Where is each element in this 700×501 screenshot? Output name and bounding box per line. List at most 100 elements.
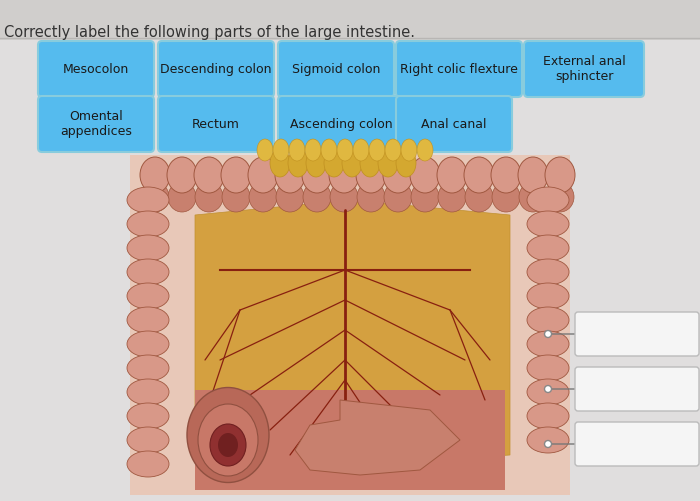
FancyBboxPatch shape — [278, 96, 404, 152]
Ellipse shape — [127, 451, 169, 477]
Ellipse shape — [127, 355, 169, 381]
Ellipse shape — [527, 283, 569, 309]
Ellipse shape — [360, 149, 380, 177]
Ellipse shape — [306, 149, 326, 177]
Text: Correctly label the following parts of the large intestine.: Correctly label the following parts of t… — [4, 25, 415, 40]
Ellipse shape — [329, 157, 359, 193]
Ellipse shape — [385, 139, 401, 161]
Ellipse shape — [465, 182, 493, 212]
Ellipse shape — [378, 149, 398, 177]
Ellipse shape — [411, 182, 439, 212]
Ellipse shape — [337, 139, 353, 161]
FancyBboxPatch shape — [396, 41, 522, 97]
Ellipse shape — [127, 427, 169, 453]
Polygon shape — [195, 200, 510, 465]
Ellipse shape — [303, 182, 331, 212]
FancyBboxPatch shape — [158, 96, 274, 152]
Ellipse shape — [289, 139, 305, 161]
Text: Right colic flexture: Right colic flexture — [400, 63, 518, 76]
Ellipse shape — [527, 187, 569, 213]
Ellipse shape — [437, 157, 467, 193]
Text: Omental
appendices: Omental appendices — [60, 110, 132, 138]
Ellipse shape — [127, 331, 169, 357]
Ellipse shape — [546, 182, 574, 212]
Ellipse shape — [167, 157, 197, 193]
Ellipse shape — [527, 211, 569, 237]
Bar — [130, 155, 570, 495]
Ellipse shape — [194, 157, 224, 193]
Polygon shape — [295, 400, 460, 475]
Ellipse shape — [396, 149, 416, 177]
FancyBboxPatch shape — [278, 41, 394, 97]
Ellipse shape — [221, 157, 251, 193]
Ellipse shape — [127, 235, 169, 261]
Ellipse shape — [527, 427, 569, 453]
FancyBboxPatch shape — [575, 312, 699, 356]
Ellipse shape — [127, 307, 169, 333]
Ellipse shape — [187, 387, 269, 482]
Text: Mesocolon: Mesocolon — [63, 63, 129, 76]
Ellipse shape — [369, 139, 385, 161]
Text: External anal
sphincter: External anal sphincter — [542, 55, 625, 83]
Ellipse shape — [127, 259, 169, 285]
Text: Rectum: Rectum — [192, 118, 240, 130]
Ellipse shape — [438, 182, 466, 212]
FancyBboxPatch shape — [38, 96, 154, 152]
Ellipse shape — [127, 187, 169, 213]
Ellipse shape — [324, 149, 344, 177]
Circle shape — [545, 385, 552, 392]
Ellipse shape — [168, 182, 196, 212]
Ellipse shape — [527, 259, 569, 285]
FancyBboxPatch shape — [575, 422, 699, 466]
Ellipse shape — [527, 331, 569, 357]
Ellipse shape — [527, 307, 569, 333]
Circle shape — [545, 331, 552, 338]
FancyBboxPatch shape — [396, 96, 512, 152]
Ellipse shape — [127, 283, 169, 309]
Ellipse shape — [248, 157, 278, 193]
Ellipse shape — [257, 139, 273, 161]
Ellipse shape — [356, 157, 386, 193]
Text: Anal canal: Anal canal — [421, 118, 486, 130]
Ellipse shape — [127, 211, 169, 237]
Ellipse shape — [127, 379, 169, 405]
Text: Descending colon: Descending colon — [160, 63, 272, 76]
Ellipse shape — [518, 157, 548, 193]
Text: Ascending colon: Ascending colon — [290, 118, 392, 130]
FancyBboxPatch shape — [524, 41, 644, 97]
Ellipse shape — [491, 157, 521, 193]
Ellipse shape — [273, 139, 289, 161]
Ellipse shape — [195, 182, 223, 212]
FancyBboxPatch shape — [38, 41, 154, 97]
Ellipse shape — [276, 182, 304, 212]
FancyBboxPatch shape — [158, 41, 274, 97]
Ellipse shape — [519, 182, 547, 212]
Ellipse shape — [410, 157, 440, 193]
Bar — [0, 0, 700, 40]
Text: Sigmoid colon: Sigmoid colon — [292, 63, 380, 76]
Ellipse shape — [141, 182, 169, 212]
Ellipse shape — [198, 404, 258, 476]
Ellipse shape — [275, 157, 305, 193]
Ellipse shape — [527, 379, 569, 405]
Ellipse shape — [249, 182, 277, 212]
Bar — [195, 390, 505, 490]
Ellipse shape — [401, 139, 417, 161]
FancyBboxPatch shape — [575, 367, 699, 411]
Ellipse shape — [127, 403, 169, 429]
Ellipse shape — [330, 182, 358, 212]
Ellipse shape — [210, 424, 246, 466]
Ellipse shape — [527, 355, 569, 381]
Ellipse shape — [527, 235, 569, 261]
Ellipse shape — [492, 182, 520, 212]
Circle shape — [545, 440, 552, 447]
Ellipse shape — [353, 139, 369, 161]
Ellipse shape — [302, 157, 332, 193]
Ellipse shape — [270, 149, 290, 177]
Ellipse shape — [464, 157, 494, 193]
Ellipse shape — [384, 182, 412, 212]
Ellipse shape — [342, 149, 362, 177]
Ellipse shape — [527, 403, 569, 429]
Ellipse shape — [545, 157, 575, 193]
Ellipse shape — [383, 157, 413, 193]
